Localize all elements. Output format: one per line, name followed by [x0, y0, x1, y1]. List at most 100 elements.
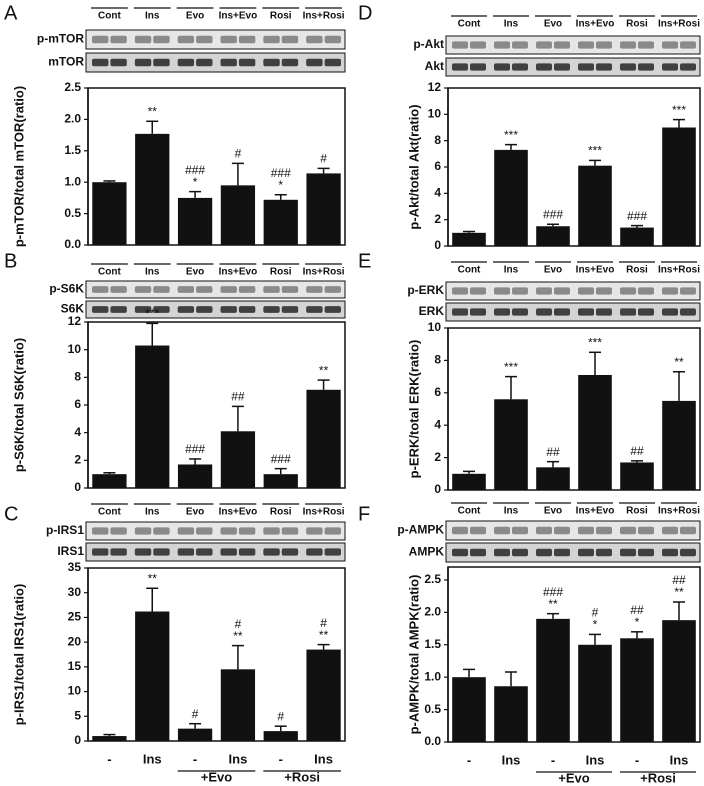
y-tick-label: 0: [434, 238, 441, 252]
blot-band: [134, 35, 152, 44]
significance: ###: [271, 166, 291, 180]
y-tick-label: 0: [74, 480, 81, 494]
blot-band: [620, 41, 636, 49]
y-tick-label: 2: [74, 453, 81, 467]
blot-frame: [85, 29, 346, 50]
blot-band: [662, 63, 678, 71]
blot-band: [134, 527, 152, 535]
significance: ##: [630, 603, 644, 617]
blot-band: [620, 526, 636, 535]
blot-band: [281, 35, 299, 44]
blot-band: [281, 548, 299, 556]
blot-frame: [85, 52, 346, 73]
blot-band: [596, 41, 612, 49]
significance: *: [593, 618, 598, 632]
lane-label: Rosi: [270, 267, 292, 278]
significance: #: [192, 707, 199, 721]
bar: [92, 182, 127, 245]
lane-label: Ins+Rosi: [658, 506, 700, 517]
blot-band: [110, 306, 127, 313]
blot-band: [512, 526, 528, 535]
blot-frame: [85, 542, 346, 562]
blot-band: [306, 35, 323, 44]
blot-frame: [445, 281, 701, 301]
bar: [494, 149, 528, 246]
blot-band: [536, 526, 552, 535]
y-tick-label: 4: [74, 425, 81, 439]
lane-label: Ins: [145, 507, 160, 518]
blot-band: [306, 527, 323, 535]
significance: ##: [630, 444, 644, 458]
blot-band: [662, 287, 678, 295]
y-tick-label: 4: [434, 417, 441, 431]
blot-band: [110, 58, 127, 67]
bar: [662, 400, 696, 490]
significance: ###: [543, 207, 563, 221]
blot-frame: [445, 542, 701, 563]
blot-band: [662, 41, 678, 49]
blot-band: [596, 308, 612, 316]
lane-label: Rosi: [270, 507, 292, 518]
bar: [220, 431, 256, 488]
bar: [494, 399, 528, 490]
blot-band: [92, 527, 109, 535]
y-tick-label: 8: [434, 133, 441, 147]
bar: [220, 669, 256, 741]
significance: *: [193, 175, 198, 189]
blot-band: [680, 287, 696, 295]
significance: **: [674, 585, 684, 599]
group-label: +Rosi: [640, 770, 676, 785]
y-tick-label: 0.0: [424, 734, 441, 748]
blot-band: [238, 35, 256, 44]
blot-band: [494, 287, 510, 295]
bar: [662, 620, 696, 742]
blot-frame: [85, 300, 346, 319]
bar: [536, 467, 570, 490]
blot-band: [680, 41, 696, 49]
y-tick-label: 0.0: [64, 237, 81, 251]
bar: [662, 127, 696, 246]
x-tick-label: Ins: [229, 751, 248, 766]
bar: [578, 165, 612, 246]
y-tick-label: 20: [68, 634, 82, 648]
y-tick-label: 4: [434, 186, 441, 200]
blot-band: [470, 308, 486, 316]
lane-label: Ins+Rosi: [303, 507, 345, 518]
blot-band: [554, 287, 570, 295]
blot-band: [220, 35, 237, 44]
blot-band: [281, 527, 299, 535]
y-tick-label: 0.5: [64, 206, 81, 220]
blot-band: [281, 306, 299, 313]
bar: [536, 618, 570, 742]
significance: ###: [271, 452, 291, 466]
y-tick-label: 30: [68, 585, 82, 599]
blot-band: [134, 58, 152, 67]
y-tick-label: 0.5: [424, 702, 441, 716]
blot-band: [662, 526, 678, 535]
significance: #: [320, 616, 327, 630]
significance: #: [235, 147, 242, 161]
blot-band: [153, 306, 170, 313]
blot-frame: [85, 280, 346, 299]
blot-band: [324, 58, 341, 67]
lane-label: Evo: [544, 506, 562, 517]
blot-label: p-mTOR: [37, 32, 84, 46]
bar: [177, 728, 213, 741]
blot-band: [324, 286, 341, 293]
y-tick-label: 6: [74, 397, 81, 411]
bar: [536, 226, 570, 246]
bar: [306, 173, 341, 245]
blot-band: [220, 286, 237, 293]
lane-label: Ins+Evo: [576, 265, 615, 276]
significance: ***: [504, 128, 518, 142]
blot-band: [470, 63, 486, 71]
blot-band: [536, 41, 552, 49]
plot-frame: [87, 87, 346, 246]
lane-label: Rosi: [626, 506, 648, 517]
significance: ##: [672, 573, 686, 587]
blot-band: [596, 287, 612, 295]
blot-label: AMPK: [409, 545, 445, 559]
blot-band: [452, 308, 468, 316]
blot-band: [153, 58, 170, 67]
blot-band: [220, 548, 237, 556]
